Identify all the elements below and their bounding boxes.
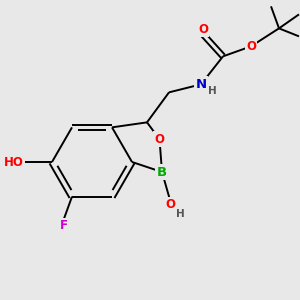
Text: O: O <box>198 23 208 36</box>
Text: H: H <box>208 86 216 96</box>
Text: N: N <box>195 78 207 91</box>
Text: F: F <box>60 219 68 232</box>
Text: B: B <box>157 166 167 178</box>
Text: HO: HO <box>4 155 24 169</box>
Text: H: H <box>176 209 184 219</box>
Text: O: O <box>246 40 256 53</box>
Text: O: O <box>154 133 164 146</box>
Text: O: O <box>165 199 175 212</box>
